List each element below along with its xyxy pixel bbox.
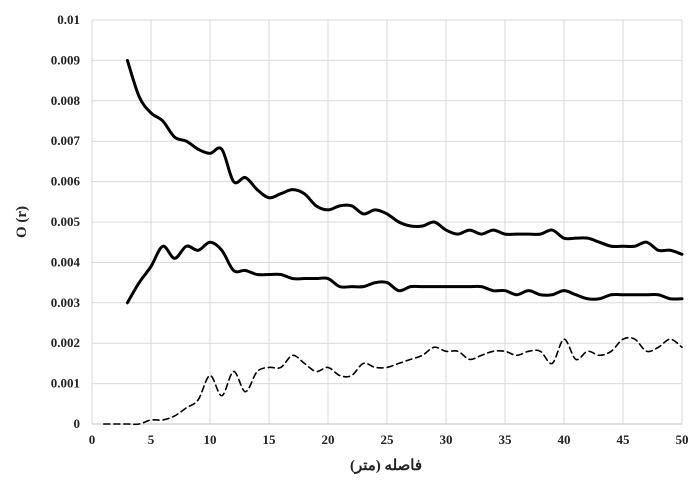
x-tick-label: 10 [204,432,217,447]
y-tick-label: 0.002 [51,335,80,350]
series-line-2 [125,240,684,305]
series-line-3 [103,336,683,426]
series-group [103,58,684,426]
series-line-1 [125,58,684,256]
x-tick-label: 30 [440,432,453,447]
x-tick-label: 5 [148,432,155,447]
y-axis-title: O (r) [14,206,30,238]
y-tick-label: 0.003 [51,295,81,310]
y-tick-label: 0.01 [57,12,80,27]
x-tick-label: 20 [322,432,335,447]
y-tick-label: 0.008 [51,93,81,108]
x-tick-label: 0 [89,432,96,447]
tick-labels: 0 0.001 0.002 0.003 0.004 0.005 0.006 0.007 0.00… [51,12,689,447]
x-tick-label: 40 [558,432,571,447]
x-tick-label: 15 [263,432,277,447]
x-tick-label: 35 [499,432,513,447]
y-tick-label: 0.004 [51,254,81,269]
x-tick-label: 25 [381,432,395,447]
y-tick-label: 0.006 [51,174,81,189]
x-tick-label: 50 [676,432,689,447]
y-tick-label: 0.001 [51,376,80,391]
x-axis-title: فاصله (متر) [350,458,422,474]
x-tick-label: 45 [617,432,631,447]
y-tick-label: 0.009 [51,52,81,67]
y-tick-label: 0 [74,416,81,431]
grid [91,19,683,425]
y-tick-label: 0.005 [51,214,81,229]
y-tick-label: 0.007 [51,133,81,148]
